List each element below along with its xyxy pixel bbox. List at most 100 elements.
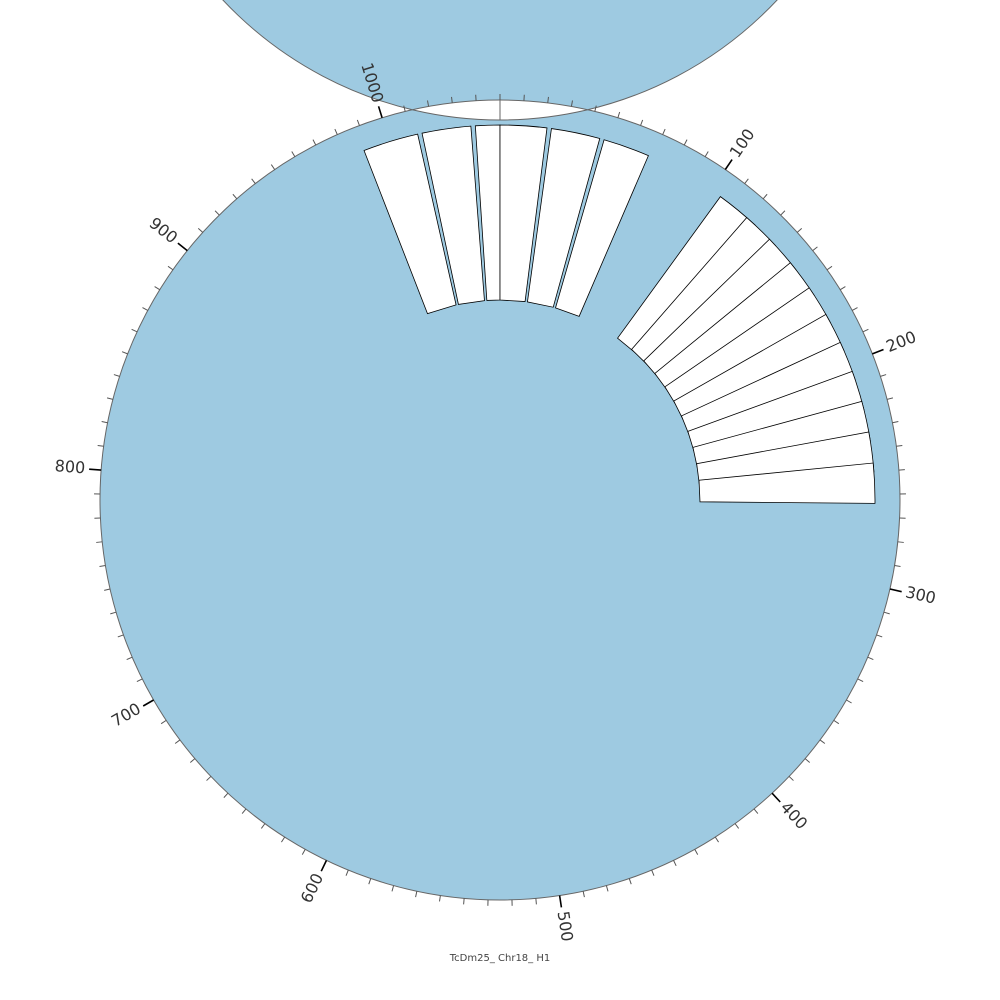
minor-tick [197, 227, 204, 233]
minor-tick [547, 96, 549, 103]
minor-tick [894, 565, 901, 568]
minor-tick [876, 634, 883, 638]
feature-bar [555, 139, 649, 317]
minor-tick [232, 193, 238, 200]
minor-tick [121, 351, 128, 355]
feature-bar [698, 462, 876, 504]
minor-tick [880, 374, 887, 377]
minor-tick [126, 656, 133, 661]
minor-tick [101, 421, 108, 424]
minor-tick [368, 878, 372, 885]
minor-tick [463, 898, 465, 905]
minor-tick [846, 699, 852, 704]
tick-label: 300 [904, 582, 938, 607]
minor-tick [99, 565, 106, 568]
minor-tick [131, 328, 138, 333]
minor-tick [617, 111, 621, 118]
minor-tick [167, 265, 174, 271]
minor-tick [174, 739, 181, 744]
minor-tick [451, 96, 453, 103]
tick-label: 800 [54, 456, 86, 477]
minor-tick [160, 719, 167, 725]
major-tick [89, 468, 102, 471]
minor-tick [897, 541, 904, 543]
minor-tick [883, 611, 890, 615]
minor-tick [117, 634, 124, 638]
minor-tick [804, 758, 811, 763]
tick-label: 700 [108, 699, 144, 731]
minor-tick [110, 611, 117, 615]
minor-tick [762, 193, 768, 200]
minor-tick [833, 719, 840, 725]
tick-label: 500 [554, 910, 577, 943]
minor-tick [270, 164, 276, 170]
minor-tick [427, 100, 430, 107]
tick-label: 600 [297, 870, 327, 906]
major-tick [320, 860, 328, 872]
minor-tick [780, 210, 786, 216]
minor-tick [867, 656, 874, 661]
minor-tick [251, 178, 256, 184]
feature-bar [363, 133, 457, 315]
minor-tick [96, 541, 103, 543]
chromosome-label: TcDm25_ Chr18_ H1 [449, 953, 551, 964]
minor-tick [142, 307, 148, 311]
minor-tick [136, 678, 143, 683]
minor-tick [857, 678, 864, 683]
minor-tick [106, 397, 113, 400]
tick-label: 200 [883, 327, 918, 356]
major-tick [142, 699, 154, 707]
minor-tick [796, 227, 803, 233]
major-tick [724, 159, 733, 170]
minor-tick [104, 588, 111, 591]
minor-tick [714, 836, 719, 843]
major-tick [558, 895, 563, 908]
minor-tick [662, 128, 666, 135]
minor-tick [403, 105, 406, 112]
minor-tick [312, 139, 317, 146]
minor-tick [640, 119, 644, 126]
minor-tick [281, 836, 286, 843]
minor-tick [704, 151, 709, 157]
minor-tick [628, 878, 632, 885]
feature-bar [421, 125, 485, 305]
minor-tick [113, 374, 120, 377]
minor-tick [812, 246, 818, 251]
feature-bar [526, 128, 601, 308]
minor-tick [744, 178, 749, 184]
major-tick [889, 588, 902, 593]
minor-tick [892, 421, 899, 424]
minor-tick [651, 869, 655, 876]
minor-tick [301, 849, 306, 855]
scale-ticks [89, 94, 906, 908]
minor-tick [605, 885, 609, 892]
minor-tick [673, 860, 677, 867]
minor-tick [154, 286, 160, 291]
minor-tick [334, 128, 338, 135]
major-tick [872, 348, 884, 355]
major-tick [377, 106, 383, 119]
minor-tick [826, 265, 833, 271]
minor-tick [535, 898, 537, 905]
minor-tick [214, 210, 220, 216]
minor-tick [345, 869, 349, 876]
minor-tick [896, 445, 903, 447]
minor-tick [356, 119, 360, 126]
minor-tick [241, 808, 247, 814]
minor-tick [694, 849, 699, 855]
tick-label: 400 [777, 798, 812, 833]
minor-tick [683, 139, 688, 146]
minor-tick [594, 105, 597, 112]
minor-tick [570, 100, 573, 107]
minor-tick [788, 776, 794, 781]
minor-tick [852, 307, 858, 311]
minor-tick [582, 891, 585, 898]
major-tick [771, 792, 781, 803]
minor-tick [887, 397, 894, 400]
minor-tick [438, 895, 441, 902]
minor-tick [189, 758, 196, 763]
minor-tick [223, 792, 229, 798]
minor-tick [819, 739, 826, 744]
tick-label: 900 [146, 213, 182, 247]
minor-tick [415, 891, 418, 898]
